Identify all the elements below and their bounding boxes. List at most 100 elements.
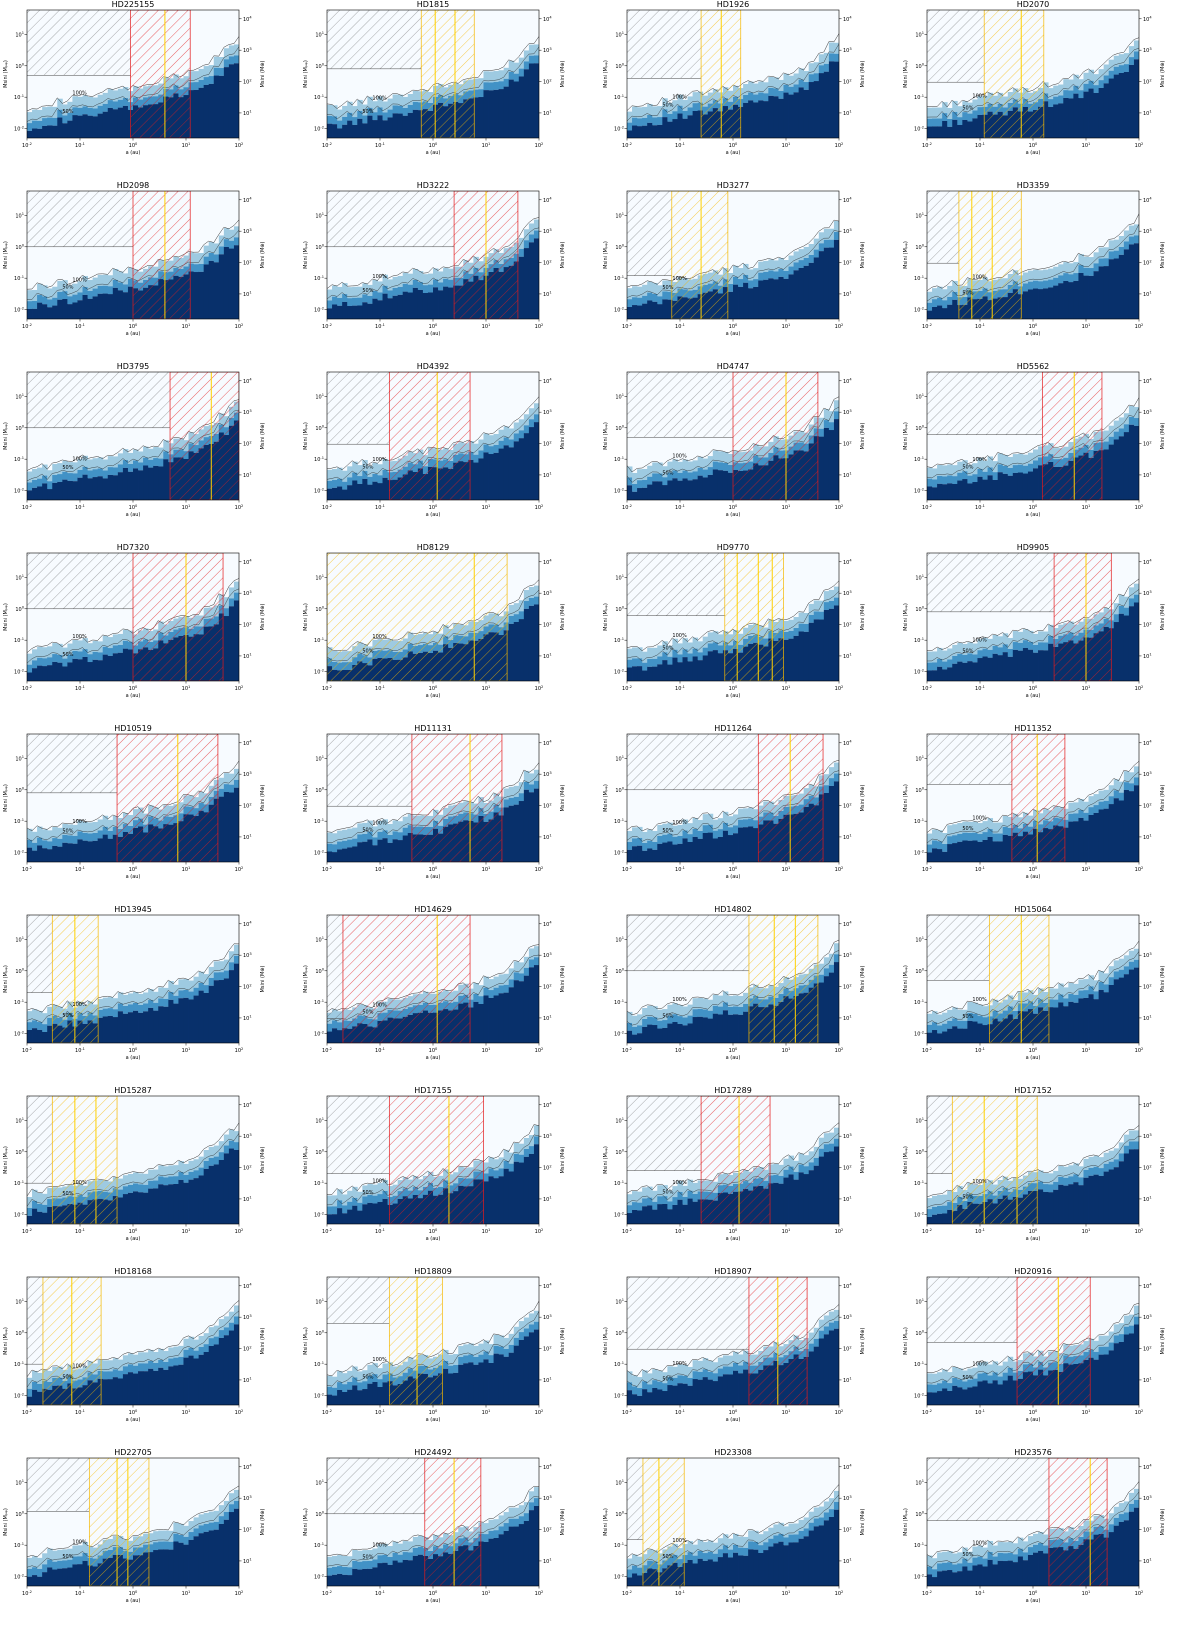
x-axis-label: a (au) bbox=[426, 874, 441, 880]
heatmap-cell bbox=[818, 232, 825, 244]
heatmap-cell bbox=[652, 125, 658, 138]
y-tick-label-right: 103 bbox=[843, 409, 852, 416]
heatmap-cell bbox=[972, 654, 978, 663]
heatmap-cell bbox=[702, 1017, 709, 1043]
heatmap-cell bbox=[117, 633, 124, 645]
heatmap-cell bbox=[148, 1349, 154, 1361]
heatmap-cell bbox=[813, 1157, 820, 1166]
heatmap-cell bbox=[233, 600, 239, 681]
heatmap-cell bbox=[218, 254, 225, 319]
heatmap-cell bbox=[102, 997, 109, 1009]
heatmap-cell bbox=[382, 458, 388, 470]
heatmap-cell bbox=[327, 123, 333, 138]
heatmap-cell bbox=[163, 1006, 169, 1043]
heatmap-cell bbox=[637, 126, 643, 138]
heatmap-cell bbox=[967, 661, 973, 681]
heatmap-cell bbox=[87, 459, 94, 471]
chart-panel-hd15064: HD15064 100% 50% 10-2 10-1 100 101 102 10-2 10-1 1… bbox=[900, 905, 1200, 1086]
heatmap-cell bbox=[1123, 424, 1130, 433]
x-tick-label: 102 bbox=[835, 1409, 844, 1416]
heatmap-cell bbox=[203, 1333, 210, 1345]
heatmap-cell bbox=[188, 999, 194, 1043]
heatmap-cell bbox=[533, 585, 539, 597]
heatmap-cell bbox=[52, 482, 58, 500]
heatmap-cell bbox=[992, 472, 999, 480]
heatmap-cell bbox=[1123, 771, 1130, 783]
x-axis-label: a (au) bbox=[1026, 512, 1041, 518]
heatmap-cell bbox=[498, 81, 505, 90]
heatmap-cell bbox=[208, 1146, 215, 1158]
heatmap-cell bbox=[483, 433, 489, 445]
heatmap-cell bbox=[1033, 468, 1039, 500]
excluded-region bbox=[27, 1277, 43, 1365]
heatmap-cell bbox=[1118, 594, 1125, 606]
heatmap-cell bbox=[1108, 796, 1115, 805]
heatmap-cell bbox=[458, 1356, 464, 1365]
heatmap-cell bbox=[158, 987, 164, 999]
heatmap-cell bbox=[672, 825, 678, 837]
heatmap-cell bbox=[813, 1346, 820, 1405]
y-tick-label-left: 10-1 bbox=[914, 637, 924, 644]
heatmap-cell bbox=[657, 1389, 663, 1405]
heatmap-cell bbox=[692, 998, 699, 1010]
heatmap-cell bbox=[102, 635, 109, 647]
heatmap-cell bbox=[158, 466, 164, 500]
heatmap-cell bbox=[468, 441, 474, 452]
heatmap-cell bbox=[153, 991, 159, 1003]
heatmap-cell bbox=[813, 1338, 820, 1347]
heatmap-cell bbox=[627, 288, 633, 300]
heatmap-cell bbox=[647, 1392, 653, 1405]
heatmap-cell bbox=[727, 1366, 734, 1375]
heatmap-cell bbox=[488, 1355, 494, 1363]
heatmap-cell bbox=[1118, 1341, 1125, 1405]
heatmap-cell bbox=[942, 650, 948, 662]
y-tick-label-right: 101 bbox=[243, 1196, 252, 1203]
heatmap-cell bbox=[987, 1383, 994, 1405]
heatmap-cell bbox=[107, 1371, 114, 1380]
y-tick-label-right: 101 bbox=[843, 1015, 852, 1022]
heatmap-cell bbox=[233, 1142, 239, 1150]
heatmap-cell bbox=[533, 63, 539, 138]
heatmap-cell bbox=[533, 238, 539, 319]
heatmap-cell bbox=[952, 1007, 958, 1019]
heatmap-cell bbox=[652, 830, 658, 842]
heatmap-cell bbox=[77, 115, 83, 138]
heatmap-cell bbox=[977, 468, 983, 477]
heatmap-cell bbox=[367, 1364, 373, 1376]
heatmap-cell bbox=[927, 1373, 933, 1385]
heatmap-cell bbox=[972, 1367, 978, 1379]
heatmap-cell bbox=[738, 286, 744, 319]
heatmap-cell bbox=[672, 844, 678, 862]
heatmap-cell bbox=[233, 1324, 239, 1405]
heatmap-cell bbox=[127, 471, 134, 500]
heatmap-cell bbox=[37, 294, 43, 303]
heatmap-cell bbox=[107, 637, 114, 649]
heatmap-cell bbox=[97, 274, 104, 286]
heatmap-cell bbox=[42, 1024, 48, 1032]
heatmap-cell bbox=[967, 483, 973, 500]
heatmap-cell bbox=[1002, 1380, 1009, 1405]
heatmap-cell bbox=[203, 1168, 210, 1224]
heatmap-cell bbox=[927, 844, 933, 853]
excluded-region bbox=[27, 1096, 53, 1184]
x-tick-label: 102 bbox=[835, 142, 844, 149]
heatmap-cell bbox=[1113, 431, 1120, 440]
x-tick-label: 100 bbox=[1029, 142, 1038, 149]
heatmap-cell bbox=[513, 972, 520, 981]
heatmap-cell bbox=[823, 228, 830, 240]
x-tick-label: 102 bbox=[1135, 866, 1144, 873]
heatmap-cell bbox=[57, 474, 63, 482]
heatmap-cell bbox=[672, 1204, 678, 1224]
heatmap-cell bbox=[362, 115, 368, 124]
excluded-region bbox=[627, 1096, 702, 1171]
heatmap-cell bbox=[193, 272, 200, 319]
heatmap-cell bbox=[1093, 1155, 1100, 1167]
heatmap-cell bbox=[642, 1019, 648, 1027]
x-axis-label: a (au) bbox=[726, 874, 741, 880]
heatmap-cell bbox=[942, 1380, 948, 1389]
y-tick-label-left: 10-2 bbox=[914, 125, 924, 132]
heatmap-cell bbox=[47, 849, 53, 862]
plot-area bbox=[327, 10, 539, 138]
heatmap-cell bbox=[362, 822, 368, 834]
